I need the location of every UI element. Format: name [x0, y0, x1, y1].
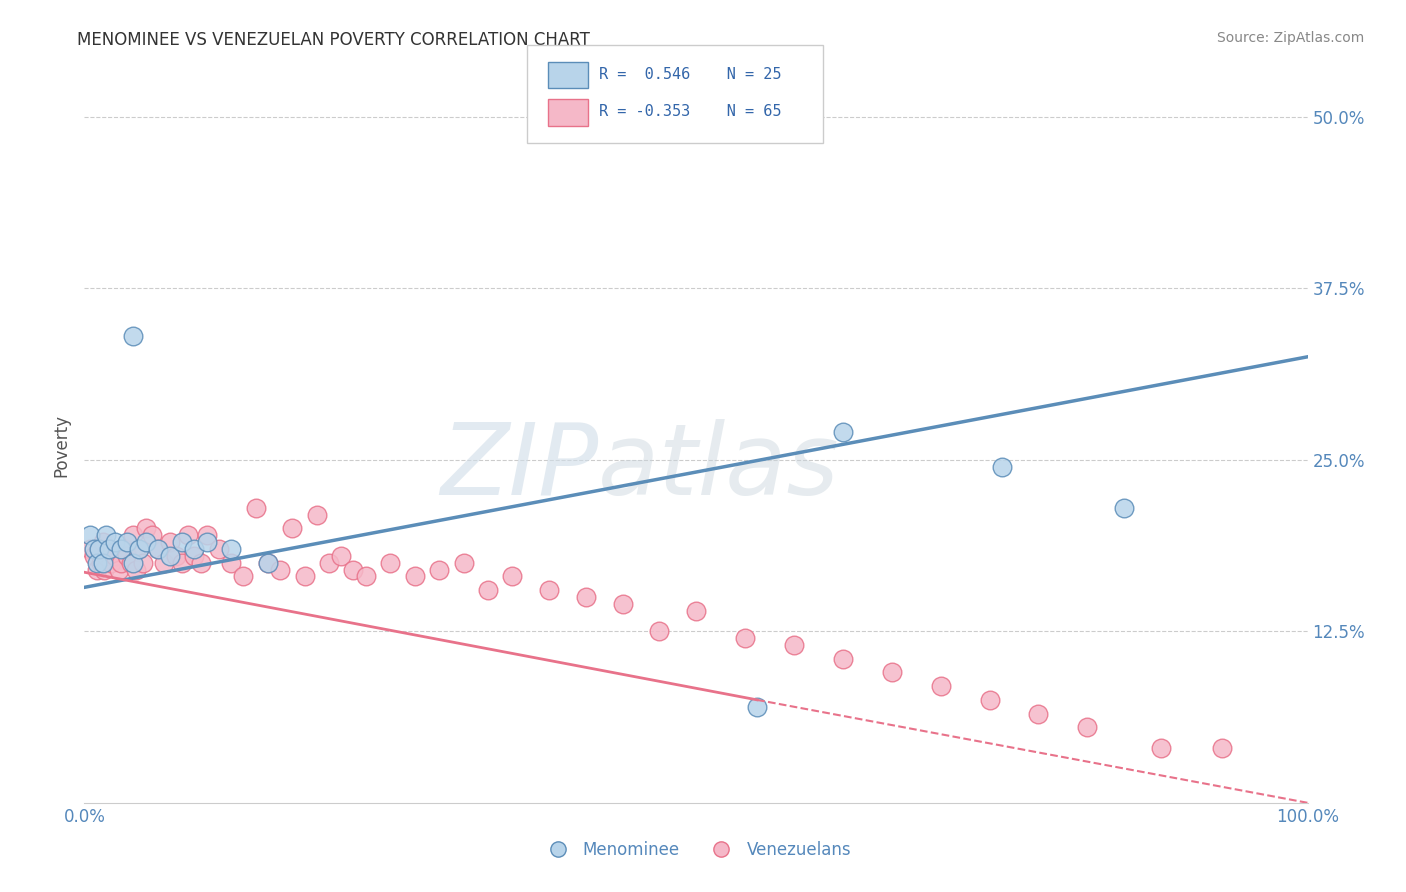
- Point: [880, 665, 903, 680]
- Point: [104, 535, 127, 549]
- Point: [141, 528, 163, 542]
- Point: [195, 535, 218, 549]
- Point: [1114, 500, 1136, 515]
- Point: [612, 597, 634, 611]
- Point: [979, 693, 1001, 707]
- Point: [219, 541, 242, 556]
- Point: [159, 535, 181, 549]
- Point: [86, 562, 108, 576]
- Point: [404, 569, 426, 583]
- Point: [281, 521, 304, 535]
- Point: [190, 556, 212, 570]
- Point: [172, 535, 194, 549]
- Point: [1211, 740, 1233, 755]
- Point: [232, 569, 254, 583]
- Point: [929, 679, 952, 693]
- Point: [648, 624, 671, 639]
- Point: [991, 459, 1014, 474]
- Point: [172, 556, 194, 570]
- Point: [453, 556, 475, 570]
- Point: [91, 535, 114, 549]
- Point: [87, 541, 110, 556]
- Point: [165, 549, 187, 563]
- Point: [87, 541, 110, 556]
- Point: [100, 556, 122, 570]
- Point: [354, 569, 377, 583]
- Point: [685, 604, 707, 618]
- Point: [1076, 720, 1098, 734]
- Point: [107, 562, 129, 576]
- Point: [245, 500, 267, 515]
- Point: [257, 556, 280, 570]
- Point: [195, 528, 218, 542]
- Text: ZIP: ZIP: [440, 419, 598, 516]
- Point: [110, 541, 132, 556]
- Point: [122, 556, 145, 570]
- Point: [135, 535, 157, 549]
- Point: [83, 549, 105, 563]
- Point: [90, 556, 112, 570]
- Point: [122, 329, 145, 343]
- Point: [115, 535, 138, 549]
- Point: [831, 651, 853, 665]
- Point: [318, 556, 340, 570]
- Point: [183, 541, 205, 556]
- Point: [128, 541, 150, 556]
- Point: [538, 583, 561, 598]
- Point: [132, 556, 155, 570]
- Point: [342, 562, 364, 576]
- Point: [110, 556, 132, 570]
- Point: [831, 425, 853, 440]
- Point: [783, 638, 806, 652]
- Point: [79, 541, 101, 556]
- Point: [120, 556, 142, 570]
- Point: [502, 569, 524, 583]
- Point: [177, 528, 200, 542]
- Text: R = -0.353    N = 65: R = -0.353 N = 65: [599, 104, 782, 119]
- Point: [128, 541, 150, 556]
- Legend: Menominee, Venezuelans: Menominee, Venezuelans: [534, 835, 858, 866]
- Point: [114, 541, 136, 556]
- Point: [427, 562, 450, 576]
- Point: [219, 556, 242, 570]
- Point: [159, 549, 181, 563]
- Text: R =  0.546    N = 25: R = 0.546 N = 25: [599, 67, 782, 81]
- Point: [380, 556, 402, 570]
- Point: [125, 562, 148, 576]
- Point: [104, 549, 127, 563]
- Point: [208, 541, 231, 556]
- Point: [747, 699, 769, 714]
- Point: [91, 556, 114, 570]
- Point: [477, 583, 499, 598]
- Point: [93, 562, 115, 576]
- Point: [734, 631, 756, 645]
- Point: [79, 528, 101, 542]
- Point: [115, 549, 138, 563]
- Point: [305, 508, 328, 522]
- Point: [122, 528, 145, 542]
- Text: Source: ZipAtlas.com: Source: ZipAtlas.com: [1216, 31, 1364, 45]
- Point: [96, 549, 118, 563]
- Point: [269, 562, 291, 576]
- Y-axis label: Poverty: Poverty: [52, 415, 70, 477]
- Point: [1150, 740, 1173, 755]
- Point: [135, 521, 157, 535]
- Point: [146, 541, 169, 556]
- Point: [183, 549, 205, 563]
- Point: [294, 569, 316, 583]
- Point: [83, 541, 105, 556]
- Point: [86, 556, 108, 570]
- Text: atlas: atlas: [598, 419, 839, 516]
- Text: MENOMINEE VS VENEZUELAN POVERTY CORRELATION CHART: MENOMINEE VS VENEZUELAN POVERTY CORRELAT…: [77, 31, 591, 49]
- Point: [330, 549, 353, 563]
- Point: [1028, 706, 1050, 721]
- Point: [575, 590, 598, 604]
- Point: [97, 541, 120, 556]
- Point: [257, 556, 280, 570]
- Point: [96, 528, 118, 542]
- Point: [146, 541, 169, 556]
- Point: [153, 556, 176, 570]
- Point: [97, 541, 120, 556]
